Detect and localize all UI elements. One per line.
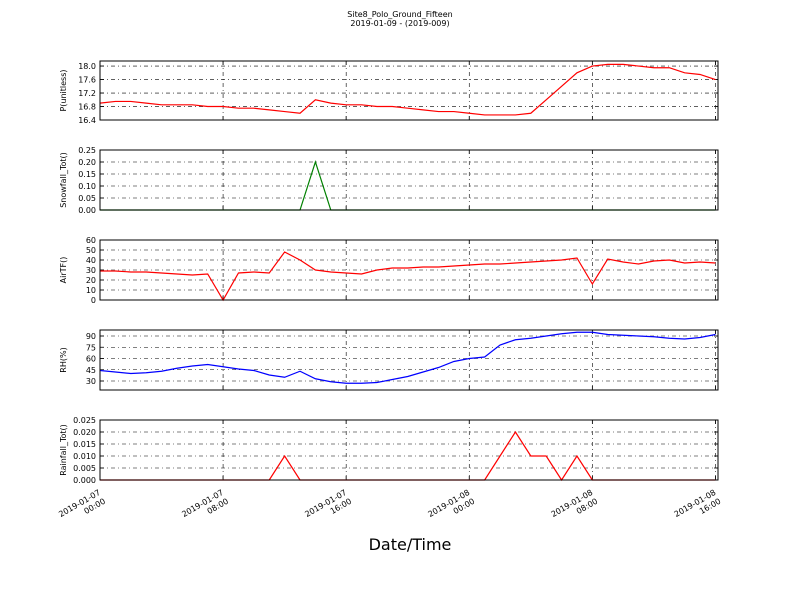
y-tick-label: 0.015 <box>73 440 96 449</box>
plot-frame <box>99 60 719 121</box>
y-axis-label: AirTF() <box>59 257 68 284</box>
data-line <box>99 63 716 116</box>
y-tick-label: 0.020 <box>73 428 96 437</box>
plot-frame <box>99 149 719 211</box>
x-tick-label: 2019-01-0708:00 <box>180 488 230 528</box>
y-tick-label: 0.010 <box>73 452 96 461</box>
y-tick-label: 0.005 <box>73 464 96 473</box>
chart-subtitle: 2019-01-09 - (2019-009) <box>350 19 449 28</box>
y-tick-label: 16.8 <box>78 103 96 112</box>
y-tick-label: 0.25 <box>78 146 96 155</box>
y-tick-label: 16.4 <box>78 116 96 125</box>
y-tick-label: 0.05 <box>78 194 96 203</box>
y-tick-label: 17.6 <box>78 76 96 85</box>
y-tick-label: 0.025 <box>73 416 96 425</box>
data-line <box>99 331 716 384</box>
y-tick-label: 30 <box>86 266 96 275</box>
x-tick-label: 2019-01-0716:00 <box>303 488 353 528</box>
y-tick-label: 18.0 <box>78 62 96 71</box>
y-tick-label: 0.000 <box>73 476 96 485</box>
x-tick-label: 2019-01-0800:00 <box>426 488 476 528</box>
plot-frame <box>99 419 719 481</box>
y-tick-label: 0.20 <box>78 158 96 167</box>
y-axis-label: Snowfall_Tot() <box>59 152 68 208</box>
y-tick-label: 50 <box>86 246 96 255</box>
y-tick-label: 20 <box>86 276 96 285</box>
y-tick-label: 0.15 <box>78 170 96 179</box>
data-line <box>100 160 716 211</box>
y-tick-label: 10 <box>86 286 96 295</box>
y-tick-label: 0 <box>91 296 96 305</box>
y-axis-label: RH(%) <box>59 347 68 372</box>
plot-frame <box>99 239 719 301</box>
y-tick-label: 17.2 <box>78 89 96 98</box>
data-line <box>100 251 716 302</box>
y-tick-label: 45 <box>86 366 96 375</box>
y-axis-label: P(unitless) <box>59 69 68 111</box>
y-tick-label: 60 <box>86 236 96 245</box>
x-axis-label: Date/Time <box>369 535 452 554</box>
data-line <box>100 430 716 482</box>
y-axis-label: Rainfall_Tot() <box>59 424 68 476</box>
y-tick-label: 60 <box>86 355 96 364</box>
y-tick-label: 75 <box>86 343 96 352</box>
y-tick-label: 0.00 <box>78 206 96 215</box>
x-tick-label: 2019-01-0700:00 <box>57 488 107 528</box>
plot-frame <box>99 329 719 391</box>
y-tick-label: 90 <box>86 332 96 341</box>
y-tick-label: 40 <box>86 256 96 265</box>
y-tick-label: 0.10 <box>78 182 96 191</box>
x-tick-label: 2019-01-0816:00 <box>673 488 723 528</box>
x-tick-label: 2019-01-0808:00 <box>550 488 600 528</box>
chart-title: Site8_Polo_Ground_Fifteen <box>347 10 452 19</box>
y-tick-label: 30 <box>86 377 96 386</box>
